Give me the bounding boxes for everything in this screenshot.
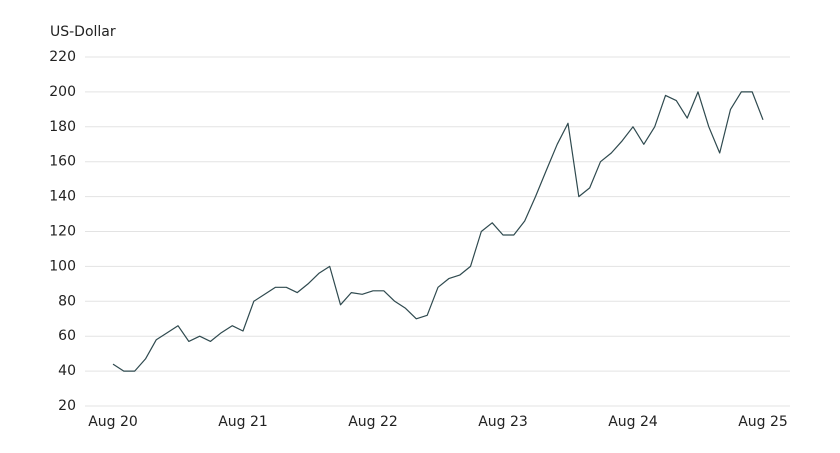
price-line xyxy=(112,91,764,372)
x-tick-label: Aug 23 xyxy=(478,414,528,430)
x-tick-label: Aug 21 xyxy=(218,414,268,430)
y-tick-label: 20 xyxy=(58,398,76,414)
y-tick-label: 60 xyxy=(58,328,76,344)
y-tick-label: 40 xyxy=(58,363,76,379)
y-tick-label: 200 xyxy=(49,84,76,100)
y-tick-label: 160 xyxy=(49,154,76,170)
x-tick-label: Aug 22 xyxy=(348,414,398,430)
x-tick-label: Aug 20 xyxy=(88,414,138,430)
y-tick-label: 180 xyxy=(49,119,76,135)
y-axis-label: US-Dollar xyxy=(50,24,116,40)
y-tick-label: 140 xyxy=(49,189,76,205)
y-tick-label: 220 xyxy=(49,49,76,65)
x-tick-label: Aug 25 xyxy=(738,414,788,430)
x-tick-label: Aug 24 xyxy=(608,414,658,430)
y-tick-label: 120 xyxy=(49,224,76,240)
y-tick-label: 100 xyxy=(49,258,76,274)
y-tick-label: 80 xyxy=(58,293,76,309)
